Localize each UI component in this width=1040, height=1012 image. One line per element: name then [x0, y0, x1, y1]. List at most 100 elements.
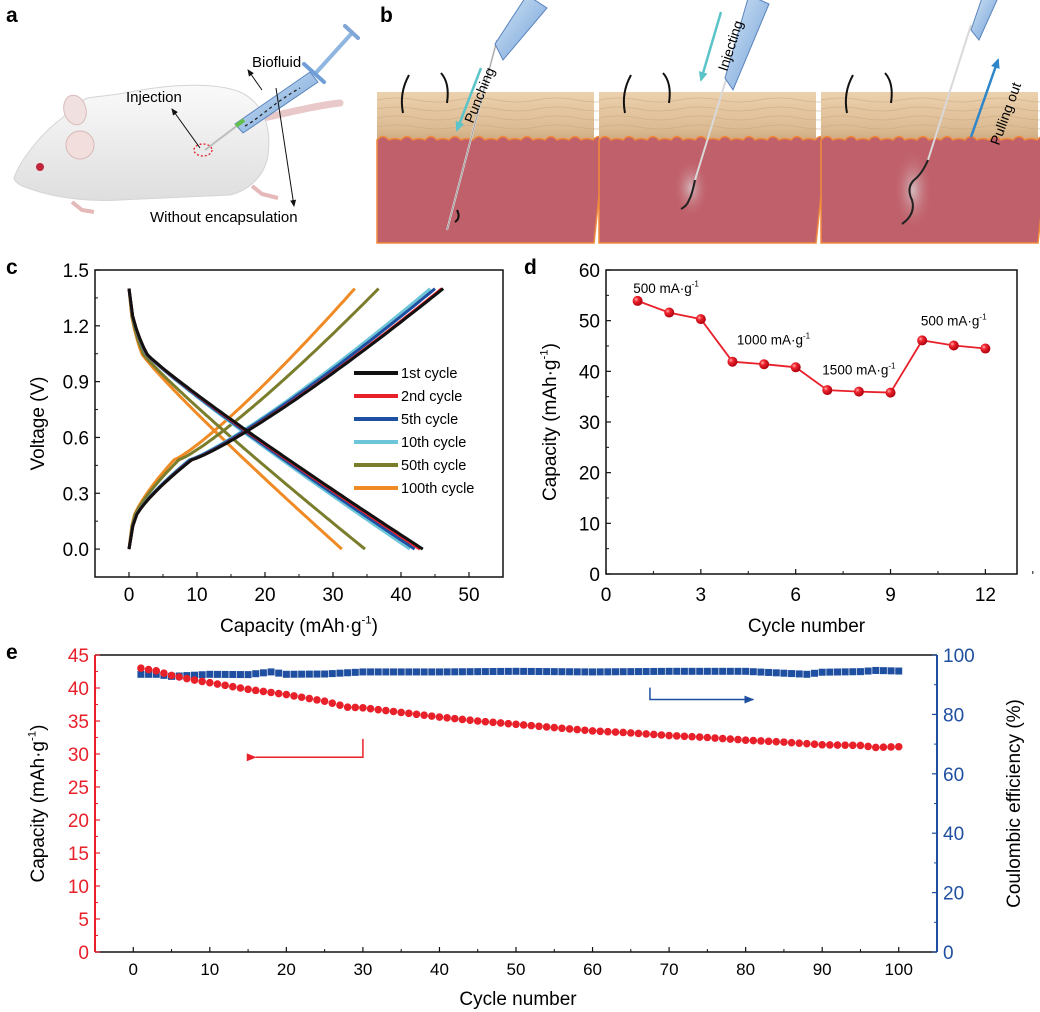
- ce-point: [566, 668, 574, 676]
- capacity-point: [489, 718, 497, 727]
- skin-texture: [376, 115, 618, 121]
- discharge-curve-4: [127, 288, 366, 551]
- capacity-point: [213, 680, 222, 688]
- capacity-point: [282, 690, 291, 699]
- y-right-tick-label: 40: [943, 824, 964, 845]
- charge-curve-0: [127, 287, 445, 550]
- ce-point: [803, 670, 811, 678]
- capacity-point: [757, 737, 765, 745]
- ce-point: [589, 668, 597, 676]
- rate-annotation-main: 1000 mA·g: [737, 332, 803, 347]
- capacity-point: [519, 721, 528, 729]
- capacity-point: [496, 719, 505, 727]
- ce-point: [267, 668, 275, 676]
- legend-label: 1st cycle: [401, 366, 457, 382]
- skin-diagram-1: Punching: [376, 0, 618, 244]
- arrow-pulling-out: [969, 58, 1000, 138]
- ce-point: [634, 668, 642, 676]
- y-tick-label: 0.9: [63, 373, 89, 394]
- ce-point: [856, 668, 864, 676]
- ce-point: [742, 667, 750, 675]
- hair: [400, 74, 410, 114]
- ce-point: [428, 668, 436, 676]
- capacity-point: [734, 735, 742, 744]
- panel-letter-b: b: [380, 4, 393, 27]
- capacity-point: [619, 728, 627, 737]
- capacity-point: [695, 733, 704, 741]
- label-injection: Injection: [126, 89, 182, 106]
- capacity-point: [803, 739, 811, 748]
- y-axis-label-main: Capacity (mAh·g: [540, 359, 561, 501]
- ce-point: [236, 671, 244, 679]
- skin-layer: [377, 92, 594, 144]
- rate-annotation-sup: -1: [979, 313, 987, 322]
- capacity-point: [405, 709, 413, 718]
- capacity-point: [412, 710, 421, 719]
- needle-edge: [446, 39, 498, 231]
- y-axis-label: Capacity (mAh·g-1): [538, 343, 561, 501]
- needle: [694, 69, 730, 181]
- data-point: [759, 359, 770, 370]
- ce-point: [811, 669, 819, 677]
- capacity-point: [871, 743, 880, 752]
- syringe: [724, 0, 770, 92]
- capacity-point: [267, 688, 275, 697]
- y-tick-label: 60: [579, 261, 600, 282]
- ce-point: [390, 668, 398, 676]
- hair: [844, 74, 854, 114]
- capacity-point: [810, 740, 819, 749]
- capacity-point: [849, 741, 857, 750]
- hair: [662, 72, 671, 104]
- ce-point: [550, 668, 558, 676]
- capacity-point: [343, 703, 352, 711]
- ce-point: [359, 668, 367, 676]
- y-tick-label: 1.5: [63, 261, 89, 282]
- ce-point: [642, 668, 650, 676]
- ce-point: [313, 670, 321, 678]
- capacity-point: [718, 734, 727, 743]
- hair: [622, 74, 632, 114]
- legend-label: 2nd cycle: [401, 389, 462, 405]
- capacity-point: [833, 741, 842, 749]
- y-left-axis-label-main: Capacity (mAh·g: [28, 741, 49, 883]
- arrow-ce-axis: [649, 687, 755, 704]
- panel-d: d 0 3 6 9 12 0 10 20 30 40 50 60 Cycle number Capacit…: [524, 256, 1034, 637]
- x-tick-label: 40: [390, 585, 411, 606]
- ce-point: [688, 667, 696, 675]
- syringe: [970, 0, 998, 41]
- skin-texture: [598, 106, 840, 112]
- panel-a: a Biofluid Injection Without encapsulat: [6, 4, 360, 226]
- ce-point: [374, 668, 382, 676]
- capacity-point: [665, 731, 673, 740]
- capacity-point: [305, 694, 314, 703]
- capacity-point: [221, 681, 229, 690]
- ce-point: [596, 668, 604, 676]
- y-right-axis-label: Coulombic efficiency (%): [1004, 699, 1025, 908]
- y-tick-label: 0.3: [63, 484, 89, 505]
- ce-point: [275, 669, 283, 677]
- capacity-point: [611, 728, 620, 736]
- y-axis-label: Voltage (V): [28, 377, 49, 471]
- ce-point: [558, 668, 566, 676]
- x-tick-label: 0: [124, 585, 135, 606]
- y-left-tick-label: 25: [68, 778, 89, 799]
- x-axis-label-tail: ): [372, 616, 378, 637]
- mouse-eye: [36, 163, 44, 171]
- capacity-point: [688, 732, 696, 741]
- capacity-point: [228, 682, 237, 691]
- capacity-point: [864, 742, 872, 751]
- ce-point: [665, 667, 673, 675]
- capacity-point: [244, 685, 252, 694]
- y-right-tick-label: 100: [943, 646, 975, 667]
- x-tick-label: 50: [507, 960, 526, 979]
- arrow-injection: [171, 108, 201, 149]
- ce-point: [351, 668, 359, 676]
- y-left-axis-label-tail: ): [28, 725, 49, 731]
- capacity-point: [466, 716, 474, 725]
- x-tick-label: 0: [601, 585, 612, 606]
- x-tick-label: 100: [885, 960, 913, 979]
- ce-point: [887, 667, 895, 675]
- capacity-point: [152, 667, 161, 675]
- capacity-point: [443, 714, 451, 722]
- capacity-point: [336, 701, 344, 709]
